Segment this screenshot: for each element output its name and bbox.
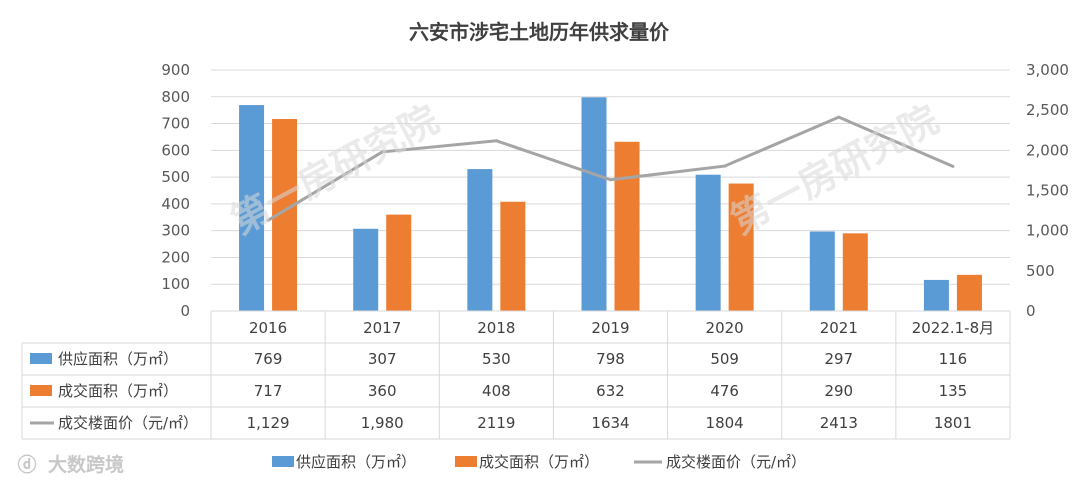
data-label: 1,129 — [247, 414, 290, 432]
data-label: 798 — [596, 350, 625, 368]
left-tick-label: 300 — [161, 222, 190, 240]
right-tick-label: 500 — [1026, 262, 1055, 280]
price-point-2016 — [266, 218, 270, 222]
data-label: 116 — [939, 350, 968, 368]
brand-name: 大数跨境 — [48, 454, 125, 476]
data-label: 509 — [710, 350, 739, 368]
row-legend-key — [30, 353, 52, 364]
price-point-2019 — [609, 178, 612, 182]
data-label: 360 — [368, 382, 397, 400]
right-tick-label: 1,500 — [1026, 182, 1069, 200]
bar-supply-2020 — [695, 174, 721, 311]
bar-deal-2018 — [500, 201, 526, 311]
category-label: 2020 — [706, 319, 744, 337]
data-label: 476 — [710, 382, 739, 400]
legend-label-2: 成交楼面价（元/㎡） — [666, 453, 806, 471]
brand-logo: ⓓ 大数跨境 — [10, 450, 124, 477]
legend-key-0 — [272, 456, 294, 467]
right-tick-label: 0 — [1026, 302, 1036, 320]
left-tick-label: 600 — [161, 141, 190, 159]
category-label: 2018 — [477, 319, 515, 337]
left-tick-label: 200 — [161, 248, 190, 266]
row-label: 成交楼面价（元/㎡） — [58, 414, 198, 432]
data-label: 290 — [824, 382, 853, 400]
row-label: 成交面积（万㎡） — [58, 382, 178, 400]
category-label: 2017 — [363, 319, 401, 337]
data-label: 769 — [254, 350, 283, 368]
brand-icon: ⓓ — [17, 454, 37, 476]
data-label: 135 — [939, 382, 968, 400]
right-tick-label: 3,000 — [1026, 61, 1069, 79]
data-label: 2119 — [477, 414, 515, 432]
category-label: 2019 — [591, 319, 629, 337]
right-axis-ticks: 0 500 1,000 1,500 2,000 2,500 3,000 — [1026, 61, 1069, 320]
left-tick-label: 900 — [161, 61, 190, 79]
legend-key-1 — [455, 456, 477, 467]
data-label: 632 — [596, 382, 625, 400]
legend-label-1: 成交面积（万㎡） — [479, 453, 599, 471]
price-point-2017 — [380, 150, 384, 154]
left-axis-ticks: 0 100 200 300 400 500 600 700 800 900 — [161, 61, 190, 320]
bar-deal-2022.1-8月 — [956, 274, 982, 311]
price-point-2021 — [837, 115, 841, 119]
chart-title: 六安市涉宅土地历年供求量价 — [409, 20, 669, 44]
data-label: 408 — [482, 382, 511, 400]
bar-supply-2016 — [239, 105, 265, 311]
bar-deal-2021 — [842, 233, 868, 311]
bar-deal-2020 — [728, 183, 754, 311]
right-tick-label: 2,500 — [1026, 101, 1069, 119]
left-tick-label: 700 — [161, 115, 190, 133]
data-table: 2016 2017 2018 2019 2020 2021 2022.1-8月供应面积（万㎡… — [21, 310, 1011, 440]
data-label: 1634 — [591, 414, 629, 432]
bar-supply-2021 — [809, 231, 835, 311]
category-label: 2022.1-8月 — [912, 319, 994, 337]
data-label: 297 — [824, 350, 853, 368]
category-label: 2021 — [820, 319, 858, 337]
left-tick-label: 500 — [161, 168, 190, 186]
right-tick-label: 1,000 — [1026, 222, 1069, 240]
bars — [239, 97, 982, 312]
row-label: 供应面积（万㎡） — [58, 350, 178, 368]
price-point-2022.1-8月 — [951, 164, 955, 168]
right-tick-label: 2,000 — [1026, 141, 1069, 159]
row-legend-key — [30, 385, 52, 396]
data-label: 717 — [254, 382, 283, 400]
bar-deal-2019 — [614, 141, 640, 311]
data-label: 2413 — [820, 414, 858, 432]
left-tick-label: 100 — [161, 275, 190, 293]
data-label: 530 — [482, 350, 511, 368]
legend: 供应面积（万㎡） 成交面积（万㎡） 成交楼面价（元/㎡） — [272, 453, 806, 471]
data-label: 1801 — [934, 414, 972, 432]
price-point-2018 — [494, 139, 498, 143]
left-tick-label: 400 — [161, 195, 190, 213]
legend-label-0: 供应面积（万㎡） — [296, 453, 416, 471]
left-tick-label: 800 — [161, 88, 190, 106]
data-label: 1,980 — [361, 414, 404, 432]
bar-supply-2018 — [467, 169, 493, 311]
price-line — [266, 115, 955, 222]
gridlines — [211, 69, 1010, 312]
bar-supply-2022.1-8月 — [923, 279, 949, 311]
data-label: 1804 — [706, 414, 744, 432]
price-point-2020 — [723, 164, 727, 168]
bar-deal-2017 — [386, 214, 412, 311]
bar-supply-2017 — [353, 228, 379, 311]
data-label: 307 — [368, 350, 397, 368]
left-tick-label: 0 — [180, 302, 190, 320]
bar-supply-2019 — [581, 97, 607, 312]
category-label: 2016 — [249, 319, 287, 337]
